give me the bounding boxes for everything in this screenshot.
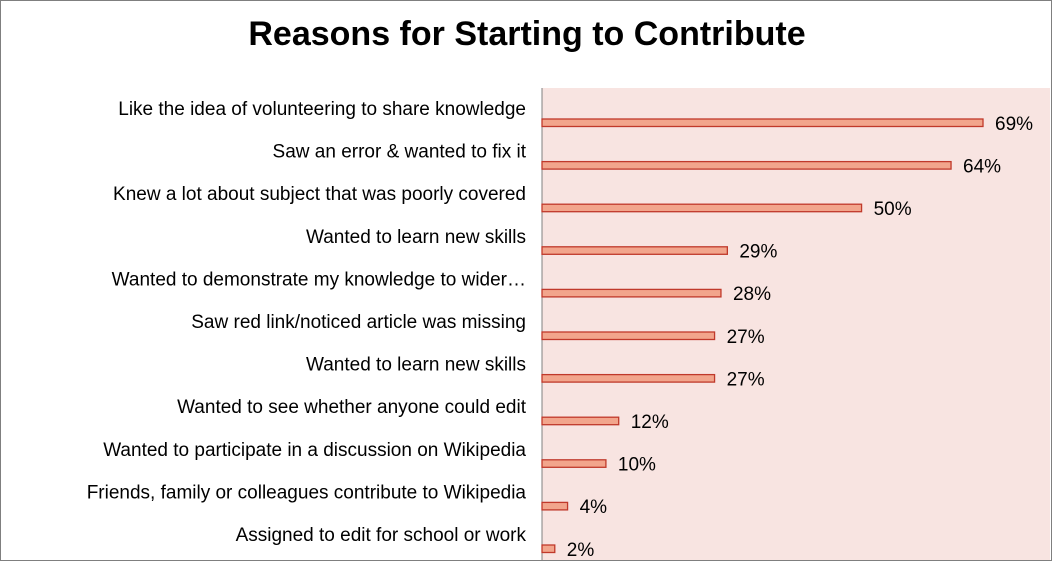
bar [541, 203, 863, 213]
bars-layer: Like the idea of volunteering to share k… [87, 99, 1033, 560]
value-label: 64% [963, 156, 1001, 177]
category-label: Knew a lot about subject that was poorly… [113, 184, 526, 205]
value-label: 4% [580, 497, 608, 518]
bar [541, 416, 620, 426]
value-label: 10% [618, 455, 656, 476]
category-label: Saw red link/noticed article was missing [191, 312, 526, 333]
category-label: Saw an error & wanted to fix it [273, 142, 527, 163]
bar [541, 331, 716, 341]
value-label: 29% [739, 242, 777, 263]
bar [541, 459, 607, 468]
category-label: Wanted to learn new skills [306, 227, 526, 248]
value-label: 27% [727, 369, 765, 390]
category-label: Wanted to learn new skills [306, 355, 526, 376]
category-label: Wanted to demonstrate my knowledge to wi… [112, 269, 526, 290]
value-label: 27% [727, 327, 765, 348]
category-label: Assigned to edit for school or work [236, 525, 527, 546]
chart-title: Reasons for Starting to Contribute [248, 15, 806, 53]
bar [541, 118, 984, 128]
bar [541, 544, 556, 554]
value-label: 28% [733, 284, 771, 305]
category-label: Wanted to see whether anyone could edit [177, 397, 527, 418]
bar [541, 246, 728, 255]
bar [541, 501, 569, 511]
value-label: 2% [567, 540, 595, 560]
bar [541, 373, 716, 383]
category-label: Wanted to participate in a discussion on… [103, 440, 526, 461]
category-label: Friends, family or colleagues contribute… [87, 482, 527, 503]
bar [541, 288, 722, 298]
category-label: Like the idea of volunteering to share k… [118, 99, 526, 120]
value-label: 50% [874, 199, 912, 220]
value-label: 12% [631, 412, 669, 433]
value-label: 69% [995, 114, 1033, 135]
bar [541, 160, 952, 170]
